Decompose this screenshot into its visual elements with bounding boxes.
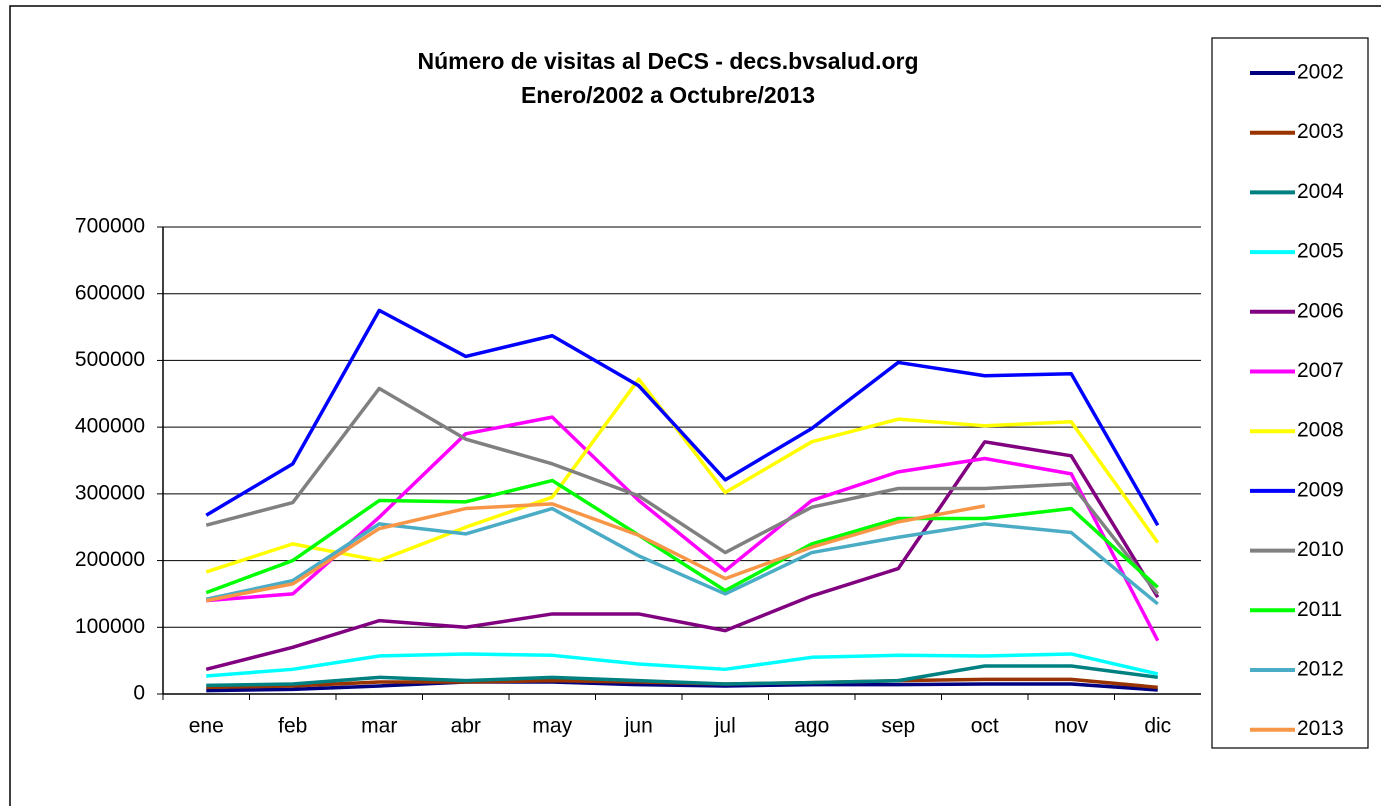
legend-label: 2012 <box>1297 658 1344 681</box>
series-line <box>206 415 1160 642</box>
y-tick-label: 0 <box>133 682 145 705</box>
series-line <box>205 502 986 603</box>
x-tick-label: sep <box>881 715 915 738</box>
legend-label: 2002 <box>1297 61 1344 84</box>
legend-label: 2004 <box>1297 180 1344 203</box>
x-tick-label: oct <box>971 715 999 738</box>
x-tick-label: dic <box>1144 715 1171 738</box>
x-tick-label: mar <box>361 715 397 738</box>
x-tick-label: feb <box>278 715 307 738</box>
legend-label: 2009 <box>1297 478 1344 501</box>
chart-frame <box>9 5 1381 806</box>
legend-label: 2010 <box>1297 538 1344 561</box>
series-line <box>205 386 1160 596</box>
legend-box <box>1211 37 1369 749</box>
x-tick-label: jun <box>624 715 653 738</box>
x-tick-label: jul <box>714 715 736 738</box>
y-tick-label: 600000 <box>75 281 145 304</box>
y-tick-label: 500000 <box>75 348 145 371</box>
legend-label: 2008 <box>1297 419 1344 442</box>
series-line <box>205 506 1159 606</box>
series-line <box>205 440 1160 672</box>
chart-title: Número de visitas al DeCS - decs.bvsalud… <box>417 48 918 74</box>
legend-label: 2003 <box>1297 120 1344 143</box>
y-tick-label: 400000 <box>75 415 145 438</box>
y-tick-label: 700000 <box>75 215 145 238</box>
series-line <box>206 680 1158 693</box>
series-line <box>205 377 1160 574</box>
series-line <box>206 664 1158 688</box>
x-tick-label: nov <box>1054 715 1088 738</box>
x-tick-label: ago <box>794 715 829 738</box>
y-tick-label: 100000 <box>75 615 145 638</box>
y-tick-label: 300000 <box>75 481 145 504</box>
x-tick-label: may <box>532 715 572 738</box>
y-tick-label: 200000 <box>75 548 145 571</box>
legend-label: 2005 <box>1297 240 1344 263</box>
x-tick-label: abr <box>451 715 481 738</box>
series-line <box>205 308 1160 527</box>
chart-subtitle: Enero/2002 a Octubre/2013 <box>521 82 815 108</box>
legend-label: 2011 <box>1297 598 1342 621</box>
legend-label: 2007 <box>1297 359 1344 382</box>
x-tick-label: ene <box>189 715 224 738</box>
legend-label: 2006 <box>1297 299 1344 322</box>
series-line <box>206 652 1159 678</box>
series-line <box>205 478 1159 595</box>
legend-label: 2013 <box>1297 717 1344 740</box>
